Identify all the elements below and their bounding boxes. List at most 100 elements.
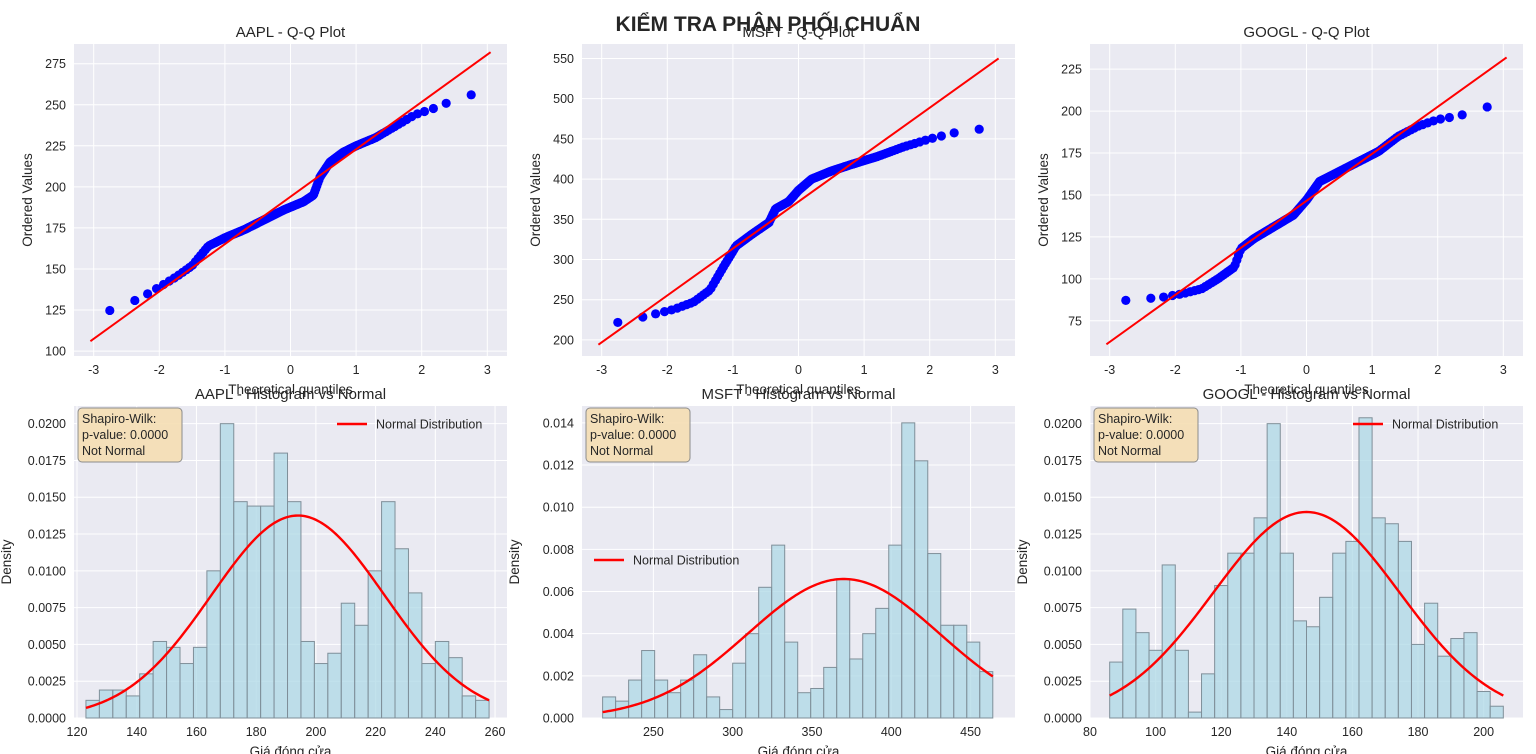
x-tick-label: -2	[154, 363, 165, 377]
y-tick-label: 500	[553, 92, 574, 106]
y-axis-label: Density	[1015, 539, 1030, 584]
y-tick-label: 0.014	[543, 416, 574, 430]
histogram-bar	[166, 646, 181, 719]
y-tick-label: 0.012	[543, 459, 574, 473]
histogram-bar	[1227, 552, 1242, 719]
y-tick-label: 225	[1061, 63, 1082, 77]
histogram-bar	[1292, 620, 1307, 719]
histogram-bar	[927, 553, 942, 719]
histogram-bar	[901, 422, 916, 719]
x-tick-label: 160	[186, 725, 207, 739]
histogram-bar	[693, 654, 708, 719]
x-tick-label: 200	[1473, 725, 1494, 739]
histogram-bar	[1424, 602, 1439, 719]
histogram-bar	[448, 657, 463, 719]
y-tick-label: 0.0200	[28, 417, 66, 431]
histogram-bar	[1371, 517, 1386, 719]
y-tick-label: 150	[45, 262, 66, 276]
histogram-bar	[421, 663, 436, 719]
histogram-bar	[98, 689, 114, 719]
histogram-bar	[1358, 417, 1373, 719]
qq-point	[613, 317, 623, 328]
histogram-bar	[914, 460, 929, 719]
qq-point	[936, 131, 946, 141]
x-tick-label: 300	[722, 725, 743, 739]
qq-point	[651, 309, 661, 319]
subplot-6: 80 100 120 140 160 180 200 0.0000 0.0025 0.0050 0.…	[1015, 386, 1523, 754]
histogram-bar	[1253, 517, 1268, 719]
x-tick-label: 3	[1500, 363, 1507, 377]
y-axis-label: Ordered Values	[1036, 153, 1051, 247]
x-tick-label: 260	[485, 725, 506, 739]
y-axis-label: Density	[0, 539, 14, 584]
qq-point	[1428, 116, 1439, 126]
histogram-bar	[875, 607, 890, 719]
histogram-bars	[602, 422, 994, 719]
histogram-bar	[836, 578, 851, 719]
y-tick-label: 175	[45, 221, 66, 235]
subplot-title: GOOGL - Histogram vs Normal	[1203, 386, 1411, 403]
histogram-bar	[1174, 649, 1189, 719]
y-tick-label: 200	[45, 180, 66, 194]
histogram-bar	[654, 679, 669, 719]
subplot-title: AAPL - Q-Q Plot	[236, 24, 346, 41]
x-tick-label: 400	[881, 725, 902, 739]
qq-point	[143, 289, 153, 299]
x-axis-label: Theoretical quantiles	[228, 382, 353, 397]
qq-point	[1159, 292, 1169, 302]
y-tick-label: 0.000	[543, 712, 574, 726]
x-tick-label: 1	[353, 363, 360, 377]
stats-box	[1093, 407, 1199, 463]
y-tick-label: 0.0175	[28, 454, 66, 468]
y-tick-label: 0.002	[543, 669, 574, 683]
histogram-bar	[888, 544, 903, 719]
histogram-bar	[823, 666, 838, 719]
x-tick-label: -2	[662, 363, 673, 377]
x-tick-label: 2	[1434, 363, 1441, 377]
y-tick-label: 0.0100	[1044, 564, 1082, 578]
normal-curve	[1109, 510, 1504, 697]
histogram-bar	[797, 692, 812, 719]
histogram-bar	[641, 650, 656, 719]
x-tick-label: 250	[643, 725, 664, 739]
histogram-bar	[602, 696, 617, 719]
histogram-bars	[1109, 417, 1504, 719]
y-tick-label: 0.0025	[1044, 675, 1082, 689]
y-tick-label: 100	[1061, 272, 1082, 286]
histogram-bar	[680, 679, 695, 719]
histogram-bar	[732, 662, 747, 719]
histogram-bars	[85, 423, 490, 719]
qq-point	[1457, 110, 1467, 120]
qq-point	[130, 295, 140, 306]
normal-curve	[602, 577, 994, 714]
y-tick-label: 125	[45, 304, 66, 318]
histogram-bar	[125, 695, 141, 719]
x-tick-label: -1	[727, 363, 738, 377]
subplot-title: MSFT - Q-Q Plot	[742, 24, 855, 41]
y-tick-label: 0.0100	[28, 564, 66, 578]
y-tick-label: 400	[553, 173, 574, 187]
subplot-title: MSFT - Histogram vs Normal	[702, 386, 896, 403]
subplot-3: -3 -2 -1 0 1 2 3 75 100 125 150 175 200 225 GOOGL - Q-…	[1036, 24, 1523, 397]
y-tick-label: 225	[45, 139, 66, 153]
histogram-bar	[758, 586, 773, 719]
histogram-bar	[719, 709, 734, 719]
histogram-bar	[979, 671, 994, 719]
x-tick-label: 180	[1408, 725, 1429, 739]
x-tick-label: -2	[1170, 363, 1181, 377]
x-tick-label: 0	[1303, 363, 1310, 377]
histogram-bar	[1187, 711, 1203, 719]
histogram-bar	[1476, 691, 1491, 719]
subplot-4: 120 140 160 180 200 220 240 260 0.0000 0.0025 0.00…	[0, 386, 507, 754]
y-tick-label: 0.0150	[1044, 491, 1082, 505]
x-tick-label: 450	[960, 725, 981, 739]
histogram-bar	[784, 641, 799, 719]
y-tick-label: 250	[45, 98, 66, 112]
qq-point	[412, 109, 423, 119]
histogram-bar	[273, 452, 289, 719]
histogram-bar	[706, 696, 721, 719]
x-tick-label: 350	[802, 725, 823, 739]
histogram-bar	[313, 663, 329, 719]
y-tick-label: 275	[45, 57, 66, 71]
